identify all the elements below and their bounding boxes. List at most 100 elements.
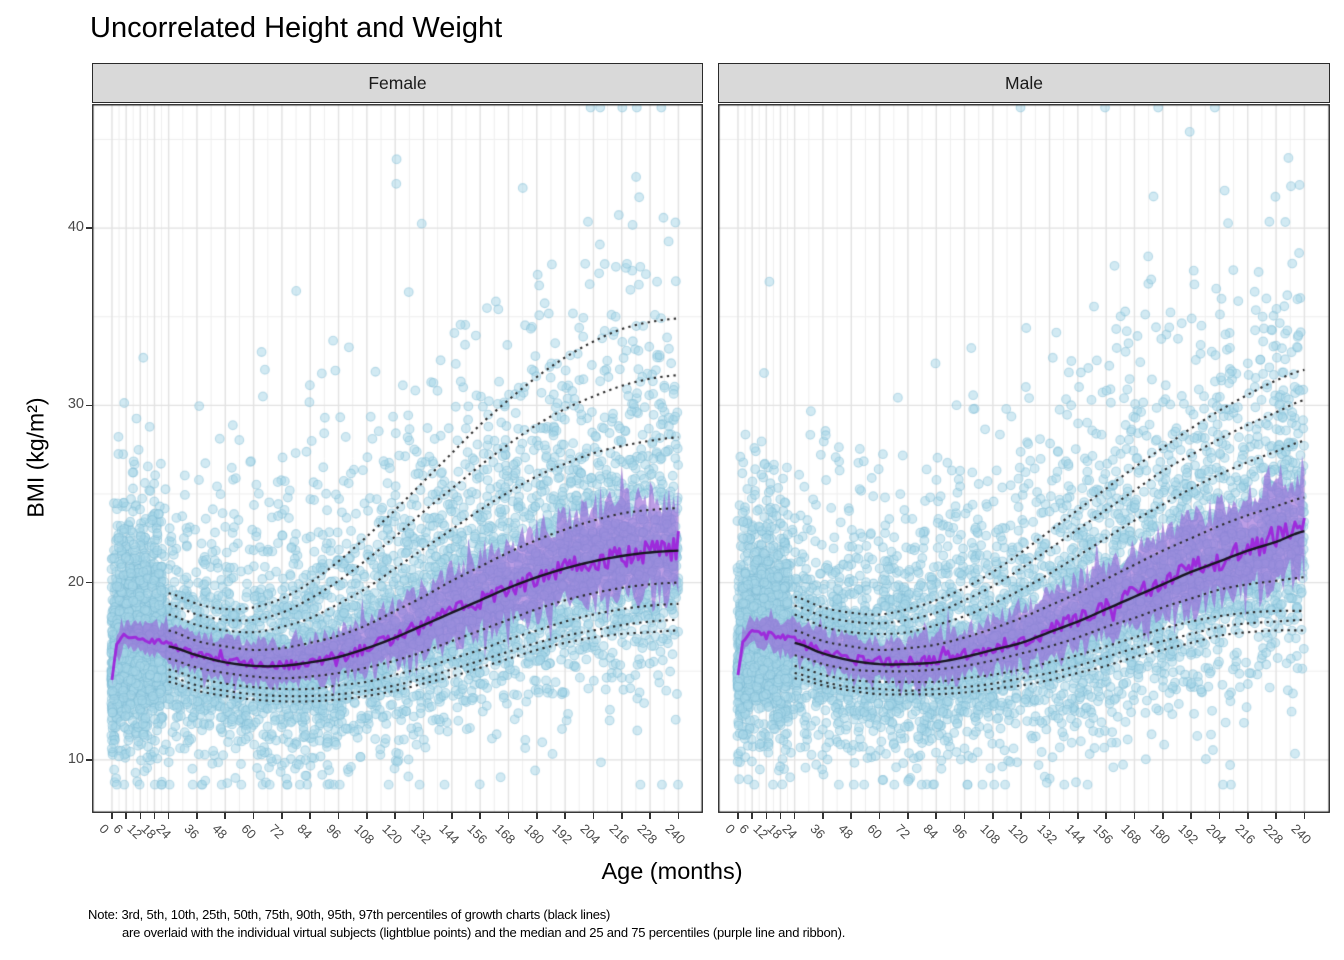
x-tick-label: 120 (379, 821, 406, 847)
x-tick-mark (111, 813, 113, 819)
plot-panel-female (92, 104, 703, 813)
x-tick-mark (224, 813, 227, 819)
x-tick-label: 24 (153, 821, 174, 842)
x-tick-mark (507, 813, 510, 819)
x-tick-mark (963, 813, 966, 819)
x-tick-label: 6 (736, 821, 753, 837)
x-tick-label: 228 (1260, 821, 1287, 847)
y-tick-mark (86, 759, 92, 761)
x-tick-mark (793, 813, 796, 819)
x-tick-mark (196, 813, 198, 819)
x-tick-mark (153, 813, 156, 819)
x-tick-label: 72 (892, 821, 914, 842)
x-tick-mark (337, 813, 340, 819)
x-tick-label: 0 (96, 821, 113, 837)
x-tick-label: 144 (1062, 821, 1089, 847)
x-tick-label: 24 (779, 821, 800, 842)
facet-label-female: Female (368, 72, 427, 93)
x-tick-label: 132 (407, 821, 434, 847)
x-tick-mark (992, 813, 994, 819)
x-tick-mark (592, 813, 595, 819)
x-tick-label: 216 (1232, 821, 1259, 847)
x-tick-label: 6 (110, 821, 127, 837)
y-tick-label: 10 (67, 750, 84, 767)
x-tick-label: 36 (181, 821, 203, 842)
x-tick-label: 204 (1203, 821, 1230, 847)
x-tick-mark (907, 813, 909, 819)
x-tick-label: 48 (209, 821, 231, 842)
y-tick-mark (86, 404, 92, 407)
x-tick-mark (479, 813, 481, 819)
x-tick-mark (1162, 813, 1164, 819)
x-tick-mark (1303, 813, 1306, 819)
caption-note: Note: 3rd, 5th, 10th, 25th, 50th, 75th, … (88, 906, 845, 941)
x-tick-label: 108 (351, 821, 378, 847)
y-tick-label: 20 (67, 573, 84, 590)
x-tick-mark (1190, 813, 1192, 819)
x-tick-label: 132 (1033, 821, 1060, 847)
x-tick-label: 84 (294, 821, 316, 842)
x-tick-mark (1218, 813, 1221, 819)
x-tick-label: 180 (521, 821, 548, 847)
x-tick-label: 96 (948, 821, 970, 842)
caption-note-line2: are overlaid with the individual virtual… (122, 924, 846, 940)
x-tick-label: 240 (1288, 821, 1315, 847)
x-tick-mark (1020, 813, 1022, 819)
x-axis-title: Age (months) (601, 858, 743, 884)
x-tick-mark (1246, 813, 1249, 819)
x-tick-mark (751, 813, 753, 819)
x-tick-mark (394, 813, 396, 819)
x-tick-label: 108 (977, 821, 1004, 847)
x-tick-mark (620, 813, 623, 819)
x-tick-mark (422, 813, 425, 819)
x-tick-label: 60 (863, 821, 885, 842)
x-tick-label: 168 (1118, 821, 1145, 847)
x-tick-mark (252, 813, 255, 819)
x-tick-mark (451, 813, 453, 819)
facet-strip-male: Male (718, 63, 1330, 103)
x-tick-mark (878, 813, 881, 819)
x-tick-mark (935, 813, 938, 819)
x-tick-mark (281, 813, 283, 819)
caption-note-line1: Note: 3rd, 5th, 10th, 25th, 50th, 75th, … (88, 907, 611, 922)
x-tick-mark (309, 813, 312, 819)
x-tick-label: 96 (322, 821, 344, 842)
x-tick-mark (850, 813, 853, 819)
x-tick-mark (564, 813, 566, 819)
x-tick-mark (125, 813, 127, 819)
x-tick-label: 0 (722, 821, 739, 837)
x-tick-label: 72 (266, 821, 288, 842)
facet-label-male: Male (1005, 72, 1043, 93)
x-tick-label: 180 (1147, 821, 1174, 847)
y-tick-mark (86, 227, 92, 229)
x-tick-mark (779, 813, 782, 819)
x-tick-label: 216 (606, 821, 633, 847)
chart-title: Uncorrelated Height and Weight (90, 12, 503, 44)
x-tick-label: 168 (492, 821, 519, 847)
x-tick-mark (737, 813, 739, 819)
x-tick-mark (649, 813, 651, 819)
x-tick-label: 192 (549, 821, 576, 847)
x-tick-mark (536, 813, 538, 819)
x-tick-mark (167, 813, 170, 819)
x-tick-mark (1275, 813, 1277, 819)
x-tick-mark (822, 813, 824, 819)
x-tick-mark (1105, 813, 1107, 819)
x-tick-mark (366, 813, 368, 819)
x-tick-label: 192 (1175, 821, 1202, 847)
x-tick-label: 84 (920, 821, 942, 842)
x-tick-label: 228 (634, 821, 661, 847)
x-tick-label: 204 (577, 821, 604, 847)
x-tick-label: 120 (1005, 821, 1032, 847)
x-tick-mark (677, 813, 680, 819)
y-tick-mark (86, 581, 92, 584)
x-tick-mark (1077, 813, 1079, 819)
x-tick-label: 144 (436, 821, 463, 847)
y-tick-label: 40 (67, 219, 84, 236)
x-tick-label: 156 (464, 821, 491, 847)
x-tick-label: 60 (237, 821, 259, 842)
x-tick-label: 156 (1090, 821, 1117, 847)
plot-panel-male (718, 104, 1330, 813)
x-tick-label: 240 (662, 821, 689, 847)
